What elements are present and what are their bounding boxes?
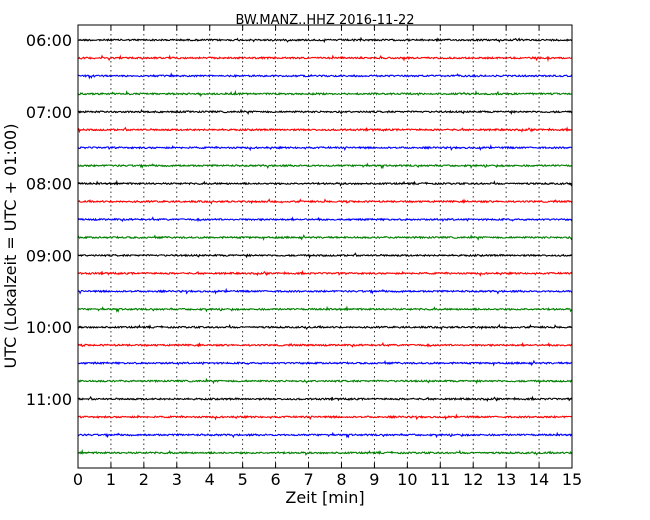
plot-frame [77, 24, 573, 469]
trace-line [77, 413, 573, 421]
x-tick-label: 14 [529, 470, 549, 489]
x-axis-label: Zeit [min] [285, 488, 364, 507]
trace-line [77, 233, 573, 241]
y-tick-label: 06:00 [26, 31, 72, 50]
x-tick-label: 5 [238, 470, 248, 489]
grid-lines [110, 25, 540, 468]
trace-line [77, 323, 573, 331]
trace-line [77, 377, 573, 385]
x-tick-label: 11 [430, 470, 450, 489]
trace-line [77, 431, 573, 439]
trace-line [77, 108, 573, 116]
trace-line [77, 54, 573, 63]
trace-line [77, 359, 573, 367]
trace-group [77, 36, 573, 456]
trace-line [77, 341, 573, 348]
x-tick-label: 1 [106, 470, 116, 489]
x-axis: 0 1 2 3 4 5 6 7 8 9 10 11 12 13 14 15 [73, 25, 582, 489]
x-tick-label: 9 [369, 470, 379, 489]
x-tick-label: 12 [463, 470, 483, 489]
trace-line [77, 144, 573, 152]
x-tick-label: 3 [172, 470, 182, 489]
trace-line [77, 448, 573, 456]
x-tick-label: 4 [205, 470, 215, 489]
x-tick-label: 8 [336, 470, 346, 489]
trace-line [77, 89, 573, 98]
y-tick-label: 07:00 [26, 103, 72, 122]
trace-line [77, 287, 573, 295]
x-tick-label: 15 [562, 470, 582, 489]
chart-title: BW.MANZ..HHZ 2016-11-22 [235, 13, 414, 28]
trace-line [77, 36, 572, 44]
y-tick-label: 08:00 [26, 175, 72, 194]
y-tick-label: 11:00 [26, 390, 72, 409]
trace-line [77, 269, 573, 277]
x-tick-label: 13 [496, 470, 516, 489]
x-tick-label: 7 [303, 470, 313, 489]
trace-line [77, 162, 573, 170]
y-tick-label: 09:00 [26, 246, 72, 265]
trace-line [77, 252, 573, 260]
x-tick-label: 10 [397, 470, 417, 489]
x-tick-label: 0 [73, 470, 83, 489]
y-axis-label: UTC (Lokalzeit = UTC + 01:00) [1, 124, 20, 369]
x-tick-label: 2 [139, 470, 149, 489]
trace-line [77, 179, 573, 187]
y-tick-label: 10:00 [26, 318, 72, 337]
y-axis: 06:00 07:00 08:00 09:00 10:00 11:00 [26, 31, 572, 409]
x-tick-label: 6 [271, 470, 281, 489]
trace-line [77, 126, 573, 134]
trace-line [77, 395, 573, 403]
trace-line [77, 198, 573, 205]
trace-line [77, 216, 573, 223]
trace-line [77, 72, 573, 80]
trace-line [77, 305, 573, 313]
